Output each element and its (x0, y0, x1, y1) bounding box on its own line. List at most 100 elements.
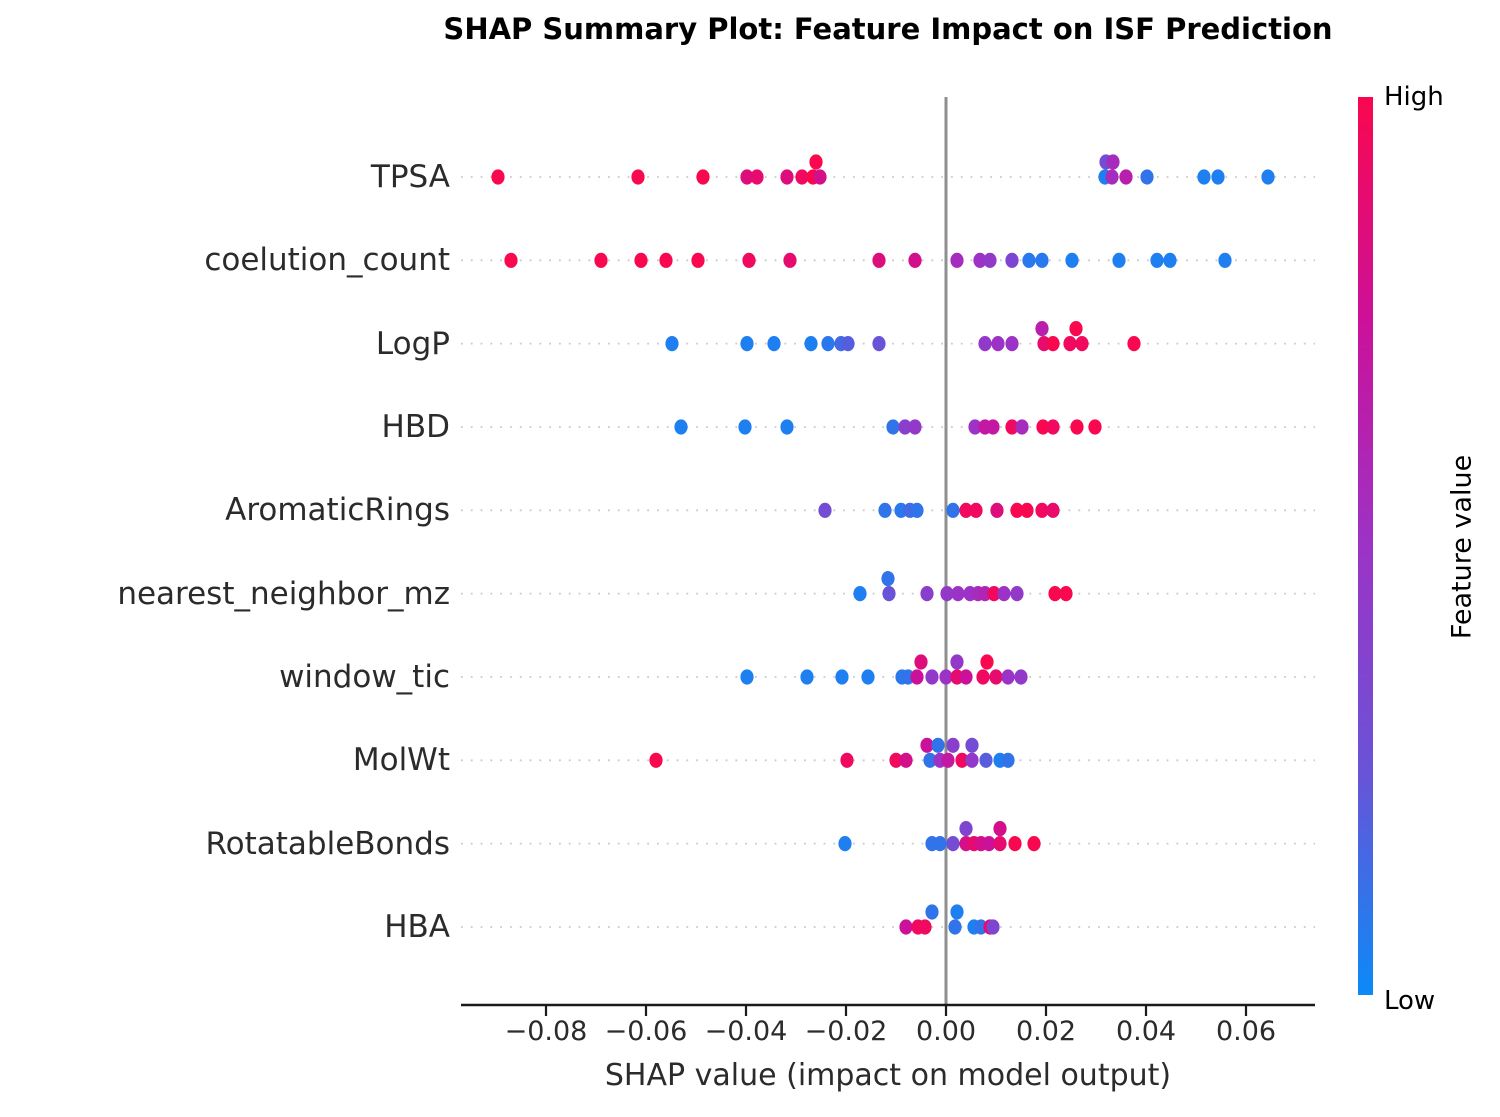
x-tick-label: 0.04 (1115, 1016, 1177, 1047)
feature-label-nearest_neighbor_mz: nearest_neighbor_mz (117, 575, 450, 612)
data-point (809, 154, 823, 170)
data-point (696, 169, 710, 185)
data-point (750, 169, 764, 185)
data-point (941, 752, 955, 768)
data-point (950, 654, 964, 670)
data-point (1127, 336, 1141, 352)
data-point (946, 502, 960, 518)
data-point (872, 336, 886, 352)
data-point (951, 586, 965, 602)
data-point (948, 919, 962, 935)
colorbar-title: Feature value (1446, 454, 1478, 640)
data-point (1150, 252, 1164, 268)
data-point (980, 654, 994, 670)
data-point (973, 252, 987, 268)
x-tick-label: −0.08 (504, 1016, 588, 1047)
data-point (1088, 419, 1102, 435)
data-point (1070, 419, 1084, 435)
data-point (795, 169, 809, 185)
data-point (665, 336, 679, 352)
data-point (950, 252, 964, 268)
data-point (1010, 502, 1024, 518)
data-point (925, 904, 939, 920)
data-point (1218, 252, 1232, 268)
data-point (959, 821, 973, 837)
data-point (1035, 321, 1049, 337)
data-point (989, 669, 1003, 685)
feature-label-MolWt: MolWt (352, 742, 450, 779)
data-point (649, 752, 663, 768)
data-point (1211, 169, 1225, 185)
data-point (1065, 252, 1079, 268)
data-point (1008, 836, 1022, 852)
data-point (1163, 252, 1177, 268)
data-point (631, 169, 645, 185)
x-tick-label: −0.06 (604, 1016, 688, 1047)
data-point (821, 336, 835, 352)
data-point (740, 669, 754, 685)
data-point (1005, 252, 1019, 268)
x-tick-label: 0.06 (1215, 1016, 1277, 1047)
feature-label-AromaticRings: AromaticRings (225, 492, 450, 529)
data-point (920, 737, 934, 753)
data-point (491, 169, 505, 185)
feature-label-coelution_count: coelution_count (204, 242, 450, 279)
data-point (976, 669, 990, 685)
data-point (818, 502, 832, 518)
feature-label-window_tic: window_tic (279, 658, 450, 695)
data-point (987, 586, 1001, 602)
feature-label-HBD: HBD (381, 408, 450, 445)
data-point (1261, 169, 1275, 185)
data-point (804, 336, 818, 352)
data-point (997, 586, 1011, 602)
data-point (978, 336, 992, 352)
data-point (910, 502, 924, 518)
data-point (968, 419, 982, 435)
data-point (933, 836, 947, 852)
data-point (740, 169, 754, 185)
data-point (1063, 336, 1077, 352)
data-point (861, 669, 875, 685)
data-point (1014, 669, 1028, 685)
data-point (925, 669, 939, 685)
data-point (898, 419, 912, 435)
data-point (889, 752, 903, 768)
feature-label-HBA: HBA (384, 908, 450, 945)
data-point (899, 919, 913, 935)
colorbar-high-label: High (1384, 82, 1444, 112)
data-point (908, 419, 922, 435)
data-point (910, 669, 924, 685)
data-point (691, 252, 705, 268)
feature-label-LogP: LogP (375, 325, 450, 362)
data-point (993, 836, 1007, 852)
data-point (1005, 336, 1019, 352)
data-point (979, 752, 993, 768)
data-point (840, 752, 854, 768)
data-point (780, 169, 794, 185)
data-point (1020, 502, 1034, 518)
data-point (965, 737, 979, 753)
data-point (882, 586, 896, 602)
data-point (955, 752, 969, 768)
data-point (950, 904, 964, 920)
data-point (838, 836, 852, 852)
chart-title: SHAP Summary Plot: Feature Impact on ISF… (443, 12, 1333, 46)
feature-label-RotatableBonds: RotatableBonds (205, 825, 451, 862)
data-point (993, 821, 1007, 837)
data-point (1046, 502, 1060, 518)
x-tick-label: −0.02 (804, 1016, 888, 1047)
data-point (931, 737, 945, 753)
data-point (914, 654, 928, 670)
x-axis-title: SHAP value (impact on model output) (604, 1058, 1172, 1093)
data-point (841, 336, 855, 352)
data-point (991, 336, 1005, 352)
data-point (1015, 419, 1029, 435)
data-point (959, 669, 973, 685)
data-point (1112, 252, 1126, 268)
data-point (886, 419, 900, 435)
data-point (959, 502, 973, 518)
data-point (1106, 154, 1120, 170)
data-point (800, 669, 814, 685)
data-point (742, 252, 756, 268)
